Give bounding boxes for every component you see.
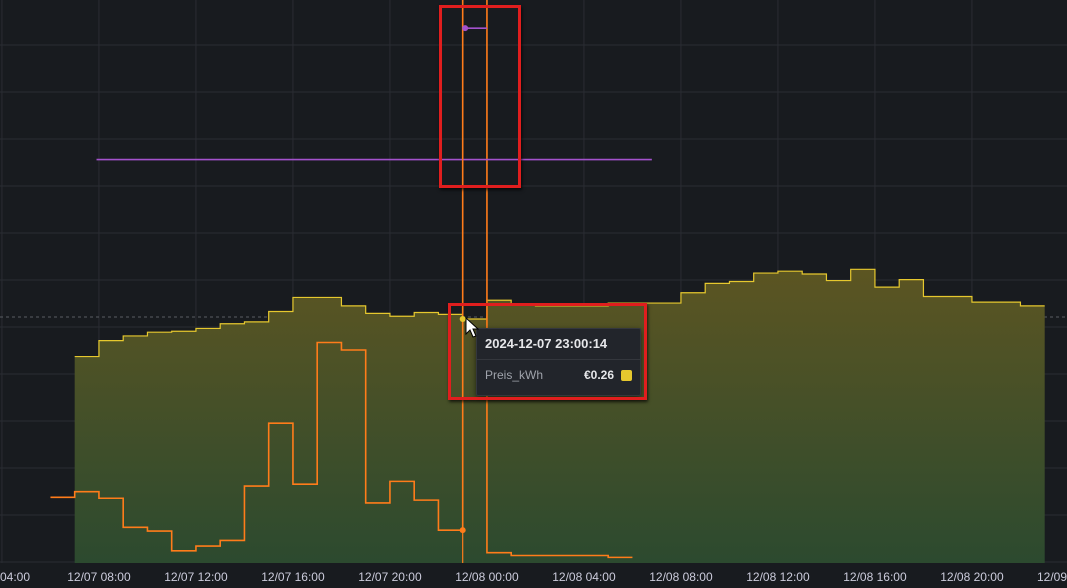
x-tick-label: 12/08 20:00 [940,570,1004,584]
x-tick-label: 12/07 12:00 [164,570,228,584]
tooltip-value: €0.26 [583,368,614,382]
plot-area [0,0,1067,563]
x-tick-label: 12/07 16:00 [261,570,325,584]
hover-point [462,25,469,32]
step-line [50,0,633,559]
x-tick-label: 12/07 08:00 [67,570,131,584]
x-tick-label: 12/08 12:00 [746,570,810,584]
hover-point [459,316,466,323]
x-tick-label: 12/08 16:00 [843,570,907,584]
tooltip-separator [477,359,640,360]
x-axis: 04:00 12/07 08:00 12/07 12:00 12/07 16:00 12… [0,570,1067,584]
x-tick-label: 12/07 20:00 [358,570,422,584]
x-tick-label: 12/08 08:00 [649,570,713,584]
highlight-box [439,5,521,188]
x-tick-label: 12/08 04:00 [552,570,616,584]
hover-point [459,527,466,534]
tooltip-series-name: Preis_kWh [485,368,544,382]
tooltip: 2024-12-07 23:00:14 Preis_kWh €0.26 [476,328,641,396]
x-tick-label: 12/09 [1037,570,1067,584]
x-tick-label: 12/08 00:00 [455,570,519,584]
tooltip-swatch [621,370,632,381]
highlight-box [448,303,647,400]
x-tick-label: 04:00 [0,570,30,584]
tooltip-title: 2024-12-07 23:00:14 [485,336,608,351]
